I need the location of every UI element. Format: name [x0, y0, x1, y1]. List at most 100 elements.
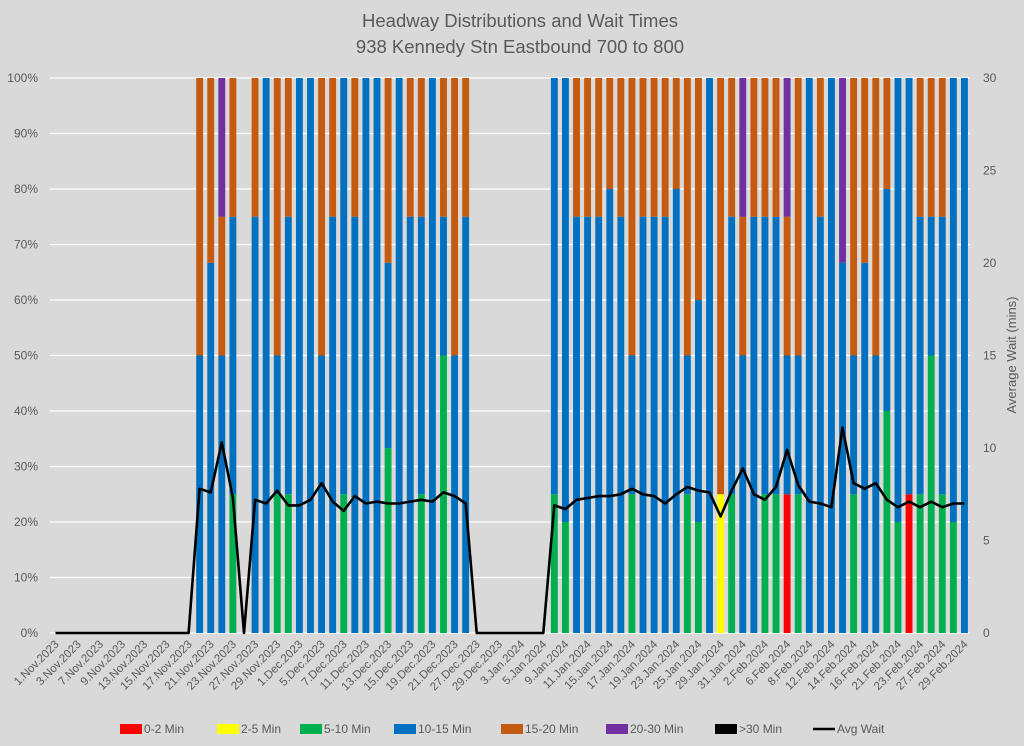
- bar-segment-15-20-min: [750, 78, 758, 217]
- legend-label: 15-20 Min: [525, 722, 578, 736]
- bar-segment-15-20-min: [606, 78, 614, 189]
- bar-segment-15-20-min: [329, 78, 337, 217]
- bar-segment-15-20-min: [440, 78, 447, 217]
- bar-segment-5-10-min: [417, 494, 425, 633]
- bar-segment-10-15-min: [362, 78, 370, 633]
- bar-segment-15-20-min: [728, 78, 736, 217]
- legend-label: 20-30 Min: [630, 722, 683, 736]
- bar-segment-10-15-min: [329, 216, 337, 633]
- bar-segment-5-10-min: [728, 494, 736, 633]
- bar-segment-10-15-min: [739, 355, 747, 633]
- bar-segment-5-10-min: [894, 522, 902, 633]
- y2-tick-label: 0: [983, 626, 990, 640]
- bar-segment-10-15-min: [805, 78, 813, 633]
- bar-segment-15-20-min: [351, 78, 359, 217]
- y-tick-label: 80%: [14, 182, 38, 196]
- bar-segment-10-15-min: [307, 78, 314, 633]
- bar-segment-20-30-min: [739, 78, 747, 217]
- bar-segment-15-20-min: [916, 78, 924, 217]
- bar-segment-15-20-min: [273, 78, 281, 356]
- bar-segment-10-15-min: [561, 78, 569, 522]
- bar-segment-10-15-min: [251, 216, 259, 633]
- bar-segment-15-20-min: [672, 78, 680, 189]
- bar-segment-10-15-min: [262, 78, 270, 633]
- bar-segment-5-10-min: [550, 494, 558, 633]
- bar-segment-15-20-min: [850, 78, 858, 356]
- legend-label: Avg Wait: [837, 722, 885, 736]
- bar-segment-15-20-min: [783, 216, 791, 356]
- bar-segment-10-15-min: [783, 355, 791, 495]
- bar-segment-10-15-min: [318, 355, 326, 633]
- bar-segment-10-15-min: [694, 300, 702, 522]
- bar-segment-10-15-min: [894, 78, 902, 522]
- legend-label: 2-5 Min: [241, 722, 281, 736]
- bar-segment-10-15-min: [905, 78, 913, 495]
- bar-segment-10-15-min: [728, 216, 736, 495]
- bar-segment-10-15-min: [284, 216, 292, 495]
- y-tick-label: 20%: [14, 515, 38, 529]
- legend-item: 2-5 Min: [217, 722, 281, 736]
- bar-segment-15-20-min: [318, 78, 326, 356]
- bar-segment-10-15-min: [916, 216, 924, 495]
- bar-segment-10-15-min: [961, 78, 968, 633]
- bar-segment-10-15-min: [650, 216, 658, 633]
- bar-segment-10-15-min: [417, 216, 425, 495]
- bar-segment-10-15-min: [373, 78, 381, 633]
- y2-tick-label: 15: [983, 349, 997, 363]
- bar-segment-5-10-min: [850, 494, 858, 633]
- bar-segment-10-15-min: [683, 355, 691, 495]
- bar-segment-10-15-min: [295, 78, 303, 633]
- bar-segment-15-20-min: [794, 78, 802, 356]
- stacked-bars: [196, 78, 968, 633]
- bar-segment-15-20-min: [938, 78, 946, 217]
- y2-tick-label: 5: [983, 534, 990, 548]
- y-tick-label: 40%: [14, 404, 38, 418]
- bar-segment-5-10-min: [273, 494, 281, 633]
- bar-segment-5-10-min: [683, 494, 691, 633]
- bar-segment-15-20-min: [872, 78, 880, 356]
- bar-segment-10-15-min: [218, 355, 226, 633]
- bar-segment-10-15-min: [927, 216, 935, 356]
- bar-segment-15-20-min: [251, 78, 259, 217]
- bar-segment-10-15-min: [761, 216, 769, 495]
- chart-subtitle: 938 Kennedy Stn Eastbound 700 to 800: [356, 36, 684, 57]
- y2-axis-title: Average Wait (mins): [1004, 296, 1019, 413]
- bar-segment-10-15-min: [850, 355, 858, 495]
- bar-segment-5-10-min: [761, 494, 769, 633]
- bar-segment-10-15-min: [606, 189, 614, 633]
- bar-segment-10-15-min: [573, 216, 580, 633]
- bar-segment-10-15-min: [384, 262, 392, 449]
- legend-swatch: [606, 724, 628, 734]
- legend-label: 10-15 Min: [418, 722, 471, 736]
- bar-segment-10-15-min: [628, 355, 636, 495]
- bar-segment-10-15-min: [584, 216, 592, 633]
- y-tick-label: 70%: [14, 238, 38, 252]
- legend-item: 5-10 Min: [300, 722, 371, 736]
- bar-segment-15-20-min: [739, 216, 747, 356]
- bar-segment-15-20-min: [761, 78, 769, 217]
- bar-segment-10-15-min: [440, 216, 447, 356]
- bar-segment-15-20-min: [639, 78, 647, 217]
- bar-segment-20-30-min: [839, 78, 846, 263]
- bar-segment-15-20-min: [883, 78, 891, 189]
- legend-swatch: [217, 724, 239, 734]
- bar-segment-15-20-min: [196, 78, 204, 356]
- bar-segment-5-10-min: [949, 522, 957, 633]
- bar-segment-5-10-min: [561, 522, 569, 633]
- y-tick-label: 50%: [14, 349, 38, 363]
- bar-segment-15-20-min: [284, 78, 292, 217]
- bar-segment-5-10-min: [772, 494, 780, 633]
- bar-segment-15-20-min: [595, 78, 603, 217]
- bar-segment-10-15-min: [828, 78, 835, 633]
- bar-segment-15-20-min: [617, 78, 625, 217]
- legend-item: 15-20 Min: [501, 722, 578, 736]
- bar-segment-5-10-min: [794, 494, 802, 633]
- bar-segment-15-20-min: [462, 78, 470, 217]
- bar-segment-10-15-min: [451, 355, 459, 633]
- y-axis-right: 0 5 10 15 20 25 30: [983, 71, 997, 640]
- bar-segment-10-15-min: [340, 78, 348, 495]
- bar-segment-2-5-min: [717, 494, 725, 633]
- bar-segment-15-20-min: [650, 78, 658, 217]
- bar-segment-10-15-min: [395, 78, 403, 633]
